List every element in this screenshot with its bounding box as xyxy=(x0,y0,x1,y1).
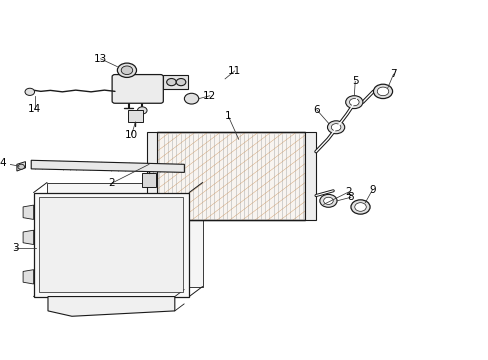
Circle shape xyxy=(137,107,147,114)
Text: 8: 8 xyxy=(347,192,353,202)
Circle shape xyxy=(121,66,132,75)
Text: 3: 3 xyxy=(12,243,19,253)
Circle shape xyxy=(350,200,369,214)
Circle shape xyxy=(327,121,344,134)
Polygon shape xyxy=(23,230,34,244)
Circle shape xyxy=(18,164,24,169)
Circle shape xyxy=(349,99,358,106)
Bar xyxy=(146,132,157,220)
Text: 4: 4 xyxy=(0,158,6,168)
Bar xyxy=(142,173,156,187)
Circle shape xyxy=(377,87,388,96)
Polygon shape xyxy=(48,297,174,316)
Polygon shape xyxy=(23,205,34,220)
Polygon shape xyxy=(47,183,202,287)
Circle shape xyxy=(25,88,35,95)
Text: 13: 13 xyxy=(94,54,107,64)
Bar xyxy=(157,132,305,220)
Polygon shape xyxy=(34,193,189,297)
FancyBboxPatch shape xyxy=(112,75,163,103)
Text: 2: 2 xyxy=(108,178,115,188)
Text: 11: 11 xyxy=(227,66,241,76)
Text: 9: 9 xyxy=(368,185,375,195)
Circle shape xyxy=(319,194,336,207)
Bar xyxy=(127,111,143,122)
Text: 7: 7 xyxy=(389,69,396,79)
Text: 10: 10 xyxy=(125,130,138,140)
Circle shape xyxy=(354,203,366,211)
Circle shape xyxy=(323,197,332,204)
Circle shape xyxy=(373,84,392,99)
Circle shape xyxy=(331,124,340,131)
Text: 6: 6 xyxy=(313,105,320,115)
Polygon shape xyxy=(31,160,184,172)
Text: 2: 2 xyxy=(345,187,351,197)
Bar xyxy=(305,132,315,220)
Bar xyxy=(163,75,187,89)
Text: 12: 12 xyxy=(203,91,216,101)
Circle shape xyxy=(176,78,185,86)
Bar xyxy=(40,197,183,292)
Text: 1: 1 xyxy=(224,111,231,121)
Text: 5: 5 xyxy=(351,76,358,86)
Circle shape xyxy=(184,93,198,104)
Polygon shape xyxy=(23,270,34,284)
Circle shape xyxy=(166,78,176,86)
Polygon shape xyxy=(17,162,25,171)
Circle shape xyxy=(117,63,136,77)
Circle shape xyxy=(345,96,362,109)
Text: 14: 14 xyxy=(28,104,41,114)
